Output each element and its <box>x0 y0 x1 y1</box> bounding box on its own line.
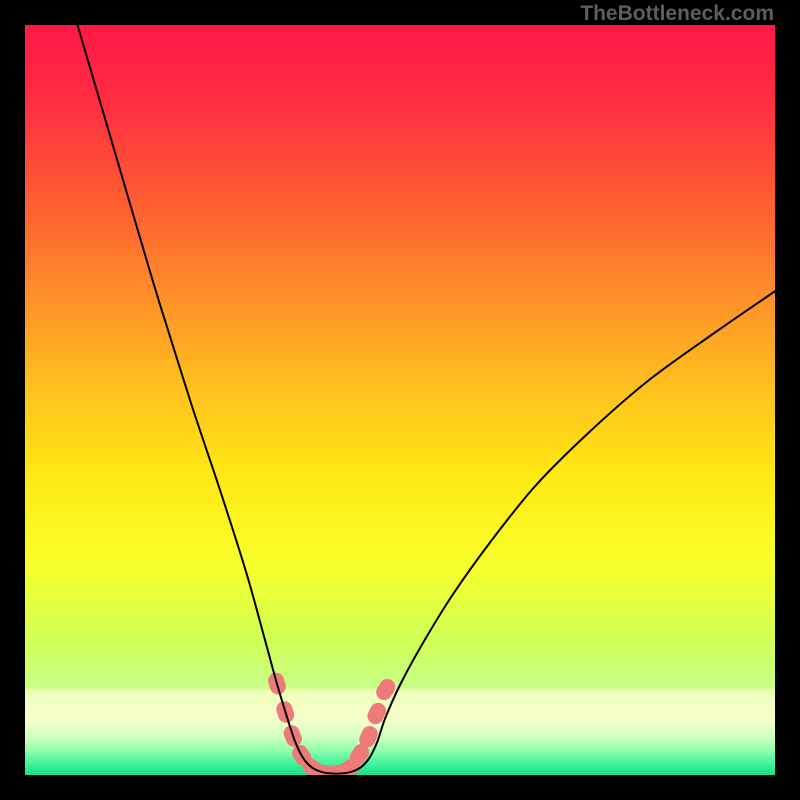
figure-container: TheBottleneck.com <box>0 0 800 800</box>
highlight-markers <box>266 671 398 775</box>
bottleneck-curve <box>78 25 776 774</box>
plot-area <box>25 25 775 775</box>
watermark-text: TheBottleneck.com <box>580 2 774 26</box>
curve-layer <box>25 25 775 775</box>
